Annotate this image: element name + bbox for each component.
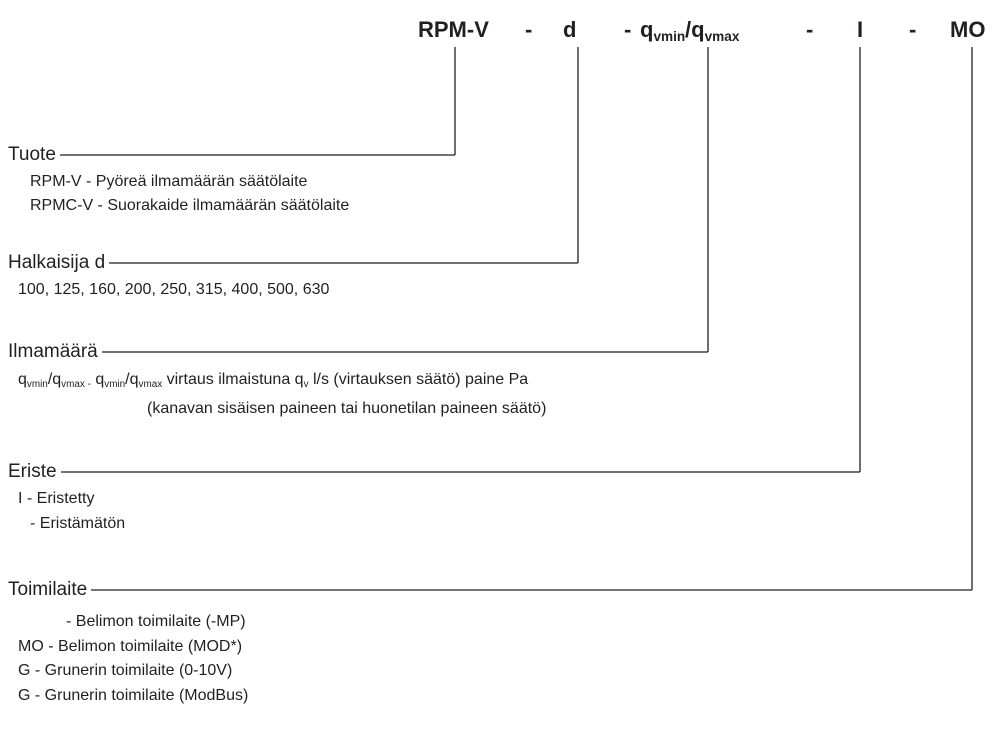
subscript: vmax <box>138 378 163 390</box>
text-run: MO <box>950 17 986 42</box>
text-run: RPM-V <box>418 17 489 42</box>
text-run: - <box>806 17 814 42</box>
section-label: Ilmamäärä <box>8 341 98 362</box>
code-part: - <box>624 19 631 41</box>
section-label: Eriste <box>8 461 57 482</box>
section-line: 100, 125, 160, 200, 250, 315, 400, 500, … <box>18 282 329 298</box>
text-run: l/s (virtauksen säätö) paine Pa <box>308 371 529 388</box>
code-part: RPM-V <box>418 19 489 41</box>
text-run: RPMC-V - Suorakaide ilmamäärän säätölait… <box>30 197 350 214</box>
code-part: - <box>525 19 532 41</box>
subscript: vmax - <box>61 378 91 390</box>
text-run: - <box>909 17 917 42</box>
text-run: 100, 125, 160, 200, 250, 315, 400, 500, … <box>18 281 330 298</box>
text-run: q <box>640 17 654 42</box>
section-line: I - Eristetty <box>18 491 94 507</box>
text-run: virtaus ilmaistuna q <box>162 371 304 388</box>
section-line: qvmin/qvmax - qvmin/qvmax virtaus ilmais… <box>18 371 529 390</box>
text-run: MO - Belimon toimilaite (MOD*) <box>18 638 243 655</box>
section-line: G - Grunerin toimilaite (ModBus) <box>18 688 248 704</box>
code-part: qvmin <box>640 17 686 45</box>
code-part: MO <box>950 19 985 41</box>
text-run: I - Eristetty <box>18 490 95 507</box>
text-run: RPM-V - Pyöreä ilmamäärän säätölaite <box>30 173 308 190</box>
code-part: - <box>909 19 916 41</box>
text-run: - Belimon toimilaite (-MP) <box>66 613 246 630</box>
text-run: q <box>90 371 105 388</box>
section-line: MO - Belimon toimilaite (MOD*) <box>18 639 242 655</box>
text-run: - <box>525 17 533 42</box>
text-run: G - Grunerin toimilaite (ModBus) <box>18 687 249 704</box>
text-run: - <box>624 17 632 42</box>
section-line: - Eristämätön <box>30 516 125 532</box>
text-run: q <box>18 371 27 388</box>
text-run: /q <box>47 371 62 388</box>
section-label: Tuote <box>8 144 56 165</box>
text-run: I <box>857 17 864 42</box>
section-label: Halkaisija d <box>8 252 106 273</box>
section-label: Toimilaite <box>8 579 88 600</box>
text-run: /q <box>685 17 705 42</box>
subscript: vmin <box>26 378 48 390</box>
text-run: G - Grunerin toimilaite (0-10V) <box>18 662 233 679</box>
subscript: vmin <box>653 29 686 45</box>
code-part: /qvmax <box>685 17 740 45</box>
code-part: I <box>857 19 863 41</box>
text-run: (kanavan sisäisen paineen tai huonetilan… <box>147 400 547 417</box>
subscript: v <box>303 378 309 390</box>
text-run: - Eristämätön <box>30 515 126 532</box>
text-run: /q <box>125 371 139 388</box>
section-line: RPM-V - Pyöreä ilmamäärän säätölaite <box>30 174 307 190</box>
section-line: (kanavan sisäisen paineen tai huonetilan… <box>147 401 546 417</box>
code-part: d <box>563 19 576 41</box>
subscript: vmin <box>104 378 126 390</box>
section-line: - Belimon toimilaite (-MP) <box>66 614 246 630</box>
text-run: d <box>563 17 577 42</box>
section-line: RPMC-V - Suorakaide ilmamäärän säätölait… <box>30 198 349 214</box>
subscript: vmax <box>704 29 740 45</box>
section-line: G - Grunerin toimilaite (0-10V) <box>18 663 232 679</box>
code-part: - <box>806 19 813 41</box>
